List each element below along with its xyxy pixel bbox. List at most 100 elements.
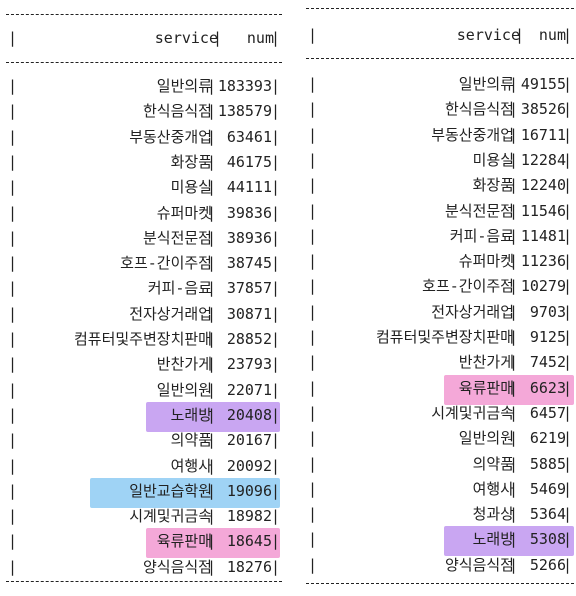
service-cell: 화장품 — [472, 176, 514, 195]
table-row: | 호프-간이주점 | 10279 | — [308, 277, 572, 296]
service-cell: 여행사 — [170, 456, 212, 475]
table-border-bottom — [306, 583, 574, 584]
table-row: | 일반의원 | 6219 | — [308, 429, 572, 448]
num-cell: 9125 — [529, 328, 566, 346]
table-row: | 일반의류 | 183393 | — [8, 77, 280, 95]
num-cell: 18645 — [226, 532, 272, 551]
service-cell: 반찬가게 — [458, 353, 514, 372]
service-column-header: service — [456, 26, 520, 44]
num-cell: 20167 — [226, 431, 272, 450]
table-row: | 양식음식점 | 5266 | — [308, 555, 572, 574]
service-cell: 부동산중개업 — [431, 125, 514, 144]
num-cell: 30871 — [226, 304, 272, 323]
num-cell: 19096 — [226, 481, 272, 500]
num-column-header: num — [538, 26, 566, 44]
num-cell: 5364 — [529, 505, 566, 524]
num-cell: 6623 — [529, 378, 566, 397]
table-row: | 부동산중개업 | 63461 | — [8, 127, 280, 146]
service-cell: 한식음식점 — [444, 100, 514, 119]
num-cell: 9703 — [529, 302, 566, 321]
table-row: | 컴퓨터및주변장치판매 | 9125 | — [308, 328, 572, 346]
service-cell: 호프-간이주점 — [120, 254, 212, 273]
table-row: | 시계및귀금속 | 18982 | — [8, 507, 280, 526]
table-row: | 여행사 | 20092 | — [8, 456, 280, 475]
num-cell: 10279 — [520, 277, 566, 296]
service-cell: 시계및귀금속 — [129, 507, 212, 526]
service-cell: 일반의원 — [458, 429, 514, 448]
table-row: | 일반의류 | 49155 | — [308, 75, 572, 93]
service-cell: 슈퍼마켓 — [458, 252, 514, 271]
num-cell: 18276 — [226, 557, 272, 576]
num-cell: 5308 — [529, 530, 566, 549]
num-cell: 6457 — [529, 403, 566, 422]
table-row: | 반찬가게 | 23793 | — [8, 355, 280, 374]
service-column-header: service — [154, 29, 218, 47]
num-cell: 12240 — [520, 176, 566, 195]
table-row: | 의약품 | 20167 | — [8, 431, 280, 450]
table-row: | 컴퓨터및주변장치판매 | 28852 | — [8, 330, 280, 348]
service-cell: 전자상거래업 — [129, 304, 212, 323]
num-cell: 18982 — [226, 507, 272, 526]
service-cell: 전자상거래업 — [431, 302, 514, 321]
table-row: | 분식전문점 | 38936 | — [8, 228, 280, 247]
table-row: | 호프-간이주점 | 38745 | — [8, 254, 280, 273]
num-cell: 22071 — [226, 380, 272, 399]
service-cell: 컴퓨터및주변장치판매 — [375, 328, 514, 346]
service-cell: 커피-음료 — [449, 226, 514, 245]
service-cell: 육류판매 — [156, 532, 212, 551]
service-cell: 일반교습학원 — [129, 481, 212, 500]
table-row: | 한식음식점 | 138579 | — [8, 102, 280, 121]
num-cell: 46175 — [226, 152, 272, 171]
num-cell: 38526 — [520, 100, 566, 119]
table-row: | 일반의원 | 22071 | — [8, 380, 280, 399]
service-cell: 양식음식점 — [444, 555, 514, 574]
service-cell: 의약품 — [170, 431, 212, 450]
service-cell: 한식음식점 — [142, 102, 212, 121]
num-cell: 38745 — [226, 254, 272, 273]
num-cell: 20092 — [226, 456, 272, 475]
table-row: | 청과상 | 5364 | — [308, 505, 572, 524]
num-cell: 20408 — [226, 405, 272, 424]
num-column-header: num — [246, 29, 274, 47]
service-cell: 청과상 — [472, 505, 514, 524]
num-cell: 12284 — [520, 150, 566, 169]
service-cell: 양식음식점 — [142, 557, 212, 576]
service-cell: 의약품 — [472, 454, 514, 473]
table-row: | 미용실 | 44111 | — [8, 178, 280, 197]
num-cell: 7452 — [529, 353, 566, 372]
num-cell: 39836 — [226, 203, 272, 222]
service-cell: 시계및귀금속 — [431, 403, 514, 422]
table-row: | 슈퍼마켓 | 11236 | — [308, 252, 572, 271]
service-cell: 분식전문점 — [444, 201, 514, 220]
num-cell: 138579 — [217, 102, 272, 121]
header-row: | service | num | — [8, 29, 280, 47]
num-cell: 11236 — [520, 252, 566, 271]
table-row: | 전자상거래업 | 9703 | — [308, 302, 572, 321]
service-cell: 분식전문점 — [142, 228, 212, 247]
num-cell: 16711 — [520, 125, 566, 144]
service-cell: 육류판매 — [458, 378, 514, 397]
num-cell: 183393 — [217, 77, 272, 95]
table-row: | 시계및귀금속 | 6457 | — [308, 403, 572, 422]
table-row: | 부동산중개업 | 16711 | — [308, 125, 572, 144]
table-row: | 커피-음료 | 11481 | — [308, 226, 572, 245]
num-cell: 5885 — [529, 454, 566, 473]
service-cell: 미용실 — [170, 178, 212, 197]
table-border-bottom — [6, 581, 282, 582]
num-cell: 11481 — [520, 226, 566, 245]
table-row: | 한식음식점 | 38526 | — [308, 100, 572, 119]
table-row: | 슈퍼마켓 | 39836 | — [8, 203, 280, 222]
service-cell: 커피-음료 — [147, 279, 212, 298]
table-row: | 노래방 | 20408 | — [6, 401, 282, 432]
num-cell: 44111 — [226, 178, 272, 197]
num-cell: 6219 — [529, 429, 566, 448]
table-border-top — [6, 14, 282, 15]
service-cell: 화장품 — [170, 152, 212, 171]
num-cell: 23793 — [226, 355, 272, 374]
service-cell: 여행사 — [472, 479, 514, 498]
table-row: | 미용실 | 12284 | — [308, 150, 572, 169]
service-cell: 노래방 — [472, 530, 514, 549]
service-cell: 반찬가게 — [156, 355, 212, 374]
service-cell: 슈퍼마켓 — [156, 203, 212, 222]
num-cell: 28852 — [226, 330, 272, 348]
